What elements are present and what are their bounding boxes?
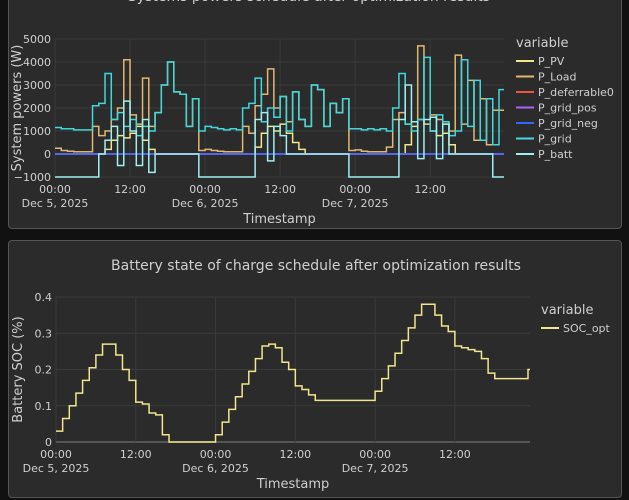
legend-title: variable: [541, 303, 593, 318]
legend-item: P_Load: [538, 71, 577, 84]
soc-chart-panel: Battery state of charge schedule after o…: [8, 240, 622, 498]
y-tick-label: 0: [45, 436, 52, 449]
x-tick-time: 12:00: [279, 448, 311, 461]
x-tick-time: 00:00: [189, 183, 221, 196]
x-tick-date: Dec 7, 2025: [322, 197, 389, 210]
x-tick-time: 00:00: [40, 448, 72, 461]
y-tick-label: 5000: [23, 33, 51, 46]
x-tick-time: 12:00: [439, 448, 471, 461]
legend-item: P_batt: [538, 148, 573, 161]
x-tick-time: 12:00: [120, 448, 152, 461]
chart-title: Systems powers schedule after optimizati…: [128, 0, 490, 5]
x-axis-label: Timestamp: [256, 477, 330, 492]
x-tick-time: 00:00: [339, 183, 371, 196]
y-tick-label: 1000: [23, 125, 51, 138]
legend-item: P_deferrable0: [538, 86, 614, 99]
legend-item: P_grid_pos: [538, 102, 597, 115]
chart-title: Battery state of charge schedule after o…: [111, 258, 521, 274]
x-tick-date: Dec 6, 2025: [172, 197, 239, 210]
series-line-p-batt: [55, 84, 504, 178]
soc-chart: Battery state of charge schedule after o…: [11, 258, 611, 492]
y-tick-label: 2000: [23, 102, 51, 115]
legend-item: P_grid: [538, 133, 572, 146]
y-tick-label: 0.1: [35, 400, 53, 413]
legend-item: P_PV: [538, 55, 565, 68]
x-tick-time: 12:00: [414, 183, 446, 196]
y-tick-label: 0.4: [35, 291, 53, 304]
power-chart: Systems powers schedule after optimizati…: [10, 0, 614, 227]
y-tick-label: 4000: [23, 56, 51, 69]
x-tick-date: Dec 5, 2025: [22, 197, 89, 210]
x-tick-date: Dec 6, 2025: [182, 462, 249, 475]
x-tick-date: Dec 5, 2025: [23, 462, 90, 475]
series-line-soc-opt: [56, 303, 530, 443]
y-tick-label: 0.2: [35, 364, 53, 377]
y-tick-label: 0.3: [35, 327, 53, 340]
x-axis-label: Timestamp: [242, 212, 316, 227]
x-tick-time: 12:00: [114, 183, 146, 196]
x-tick-date: Dec 7, 2025: [342, 462, 409, 475]
y-axis-label: Battery SOC (%): [11, 316, 26, 422]
legend-item: SOC_opt: [563, 322, 611, 335]
power-chart-panel: Systems powers schedule after optimizati…: [8, 0, 622, 229]
y-tick-label: −1000: [14, 171, 51, 184]
x-tick-time: 00:00: [359, 448, 391, 461]
x-tick-time: 12:00: [264, 183, 296, 196]
y-axis-label: System powers (W): [10, 45, 25, 172]
y-tick-label: 0: [44, 148, 51, 161]
legend-title: variable: [516, 36, 568, 51]
x-tick-time: 00:00: [200, 448, 232, 461]
y-tick-label: 3000: [23, 79, 51, 92]
legend-item: P_grid_neg: [538, 117, 598, 130]
x-tick-time: 00:00: [39, 183, 71, 196]
